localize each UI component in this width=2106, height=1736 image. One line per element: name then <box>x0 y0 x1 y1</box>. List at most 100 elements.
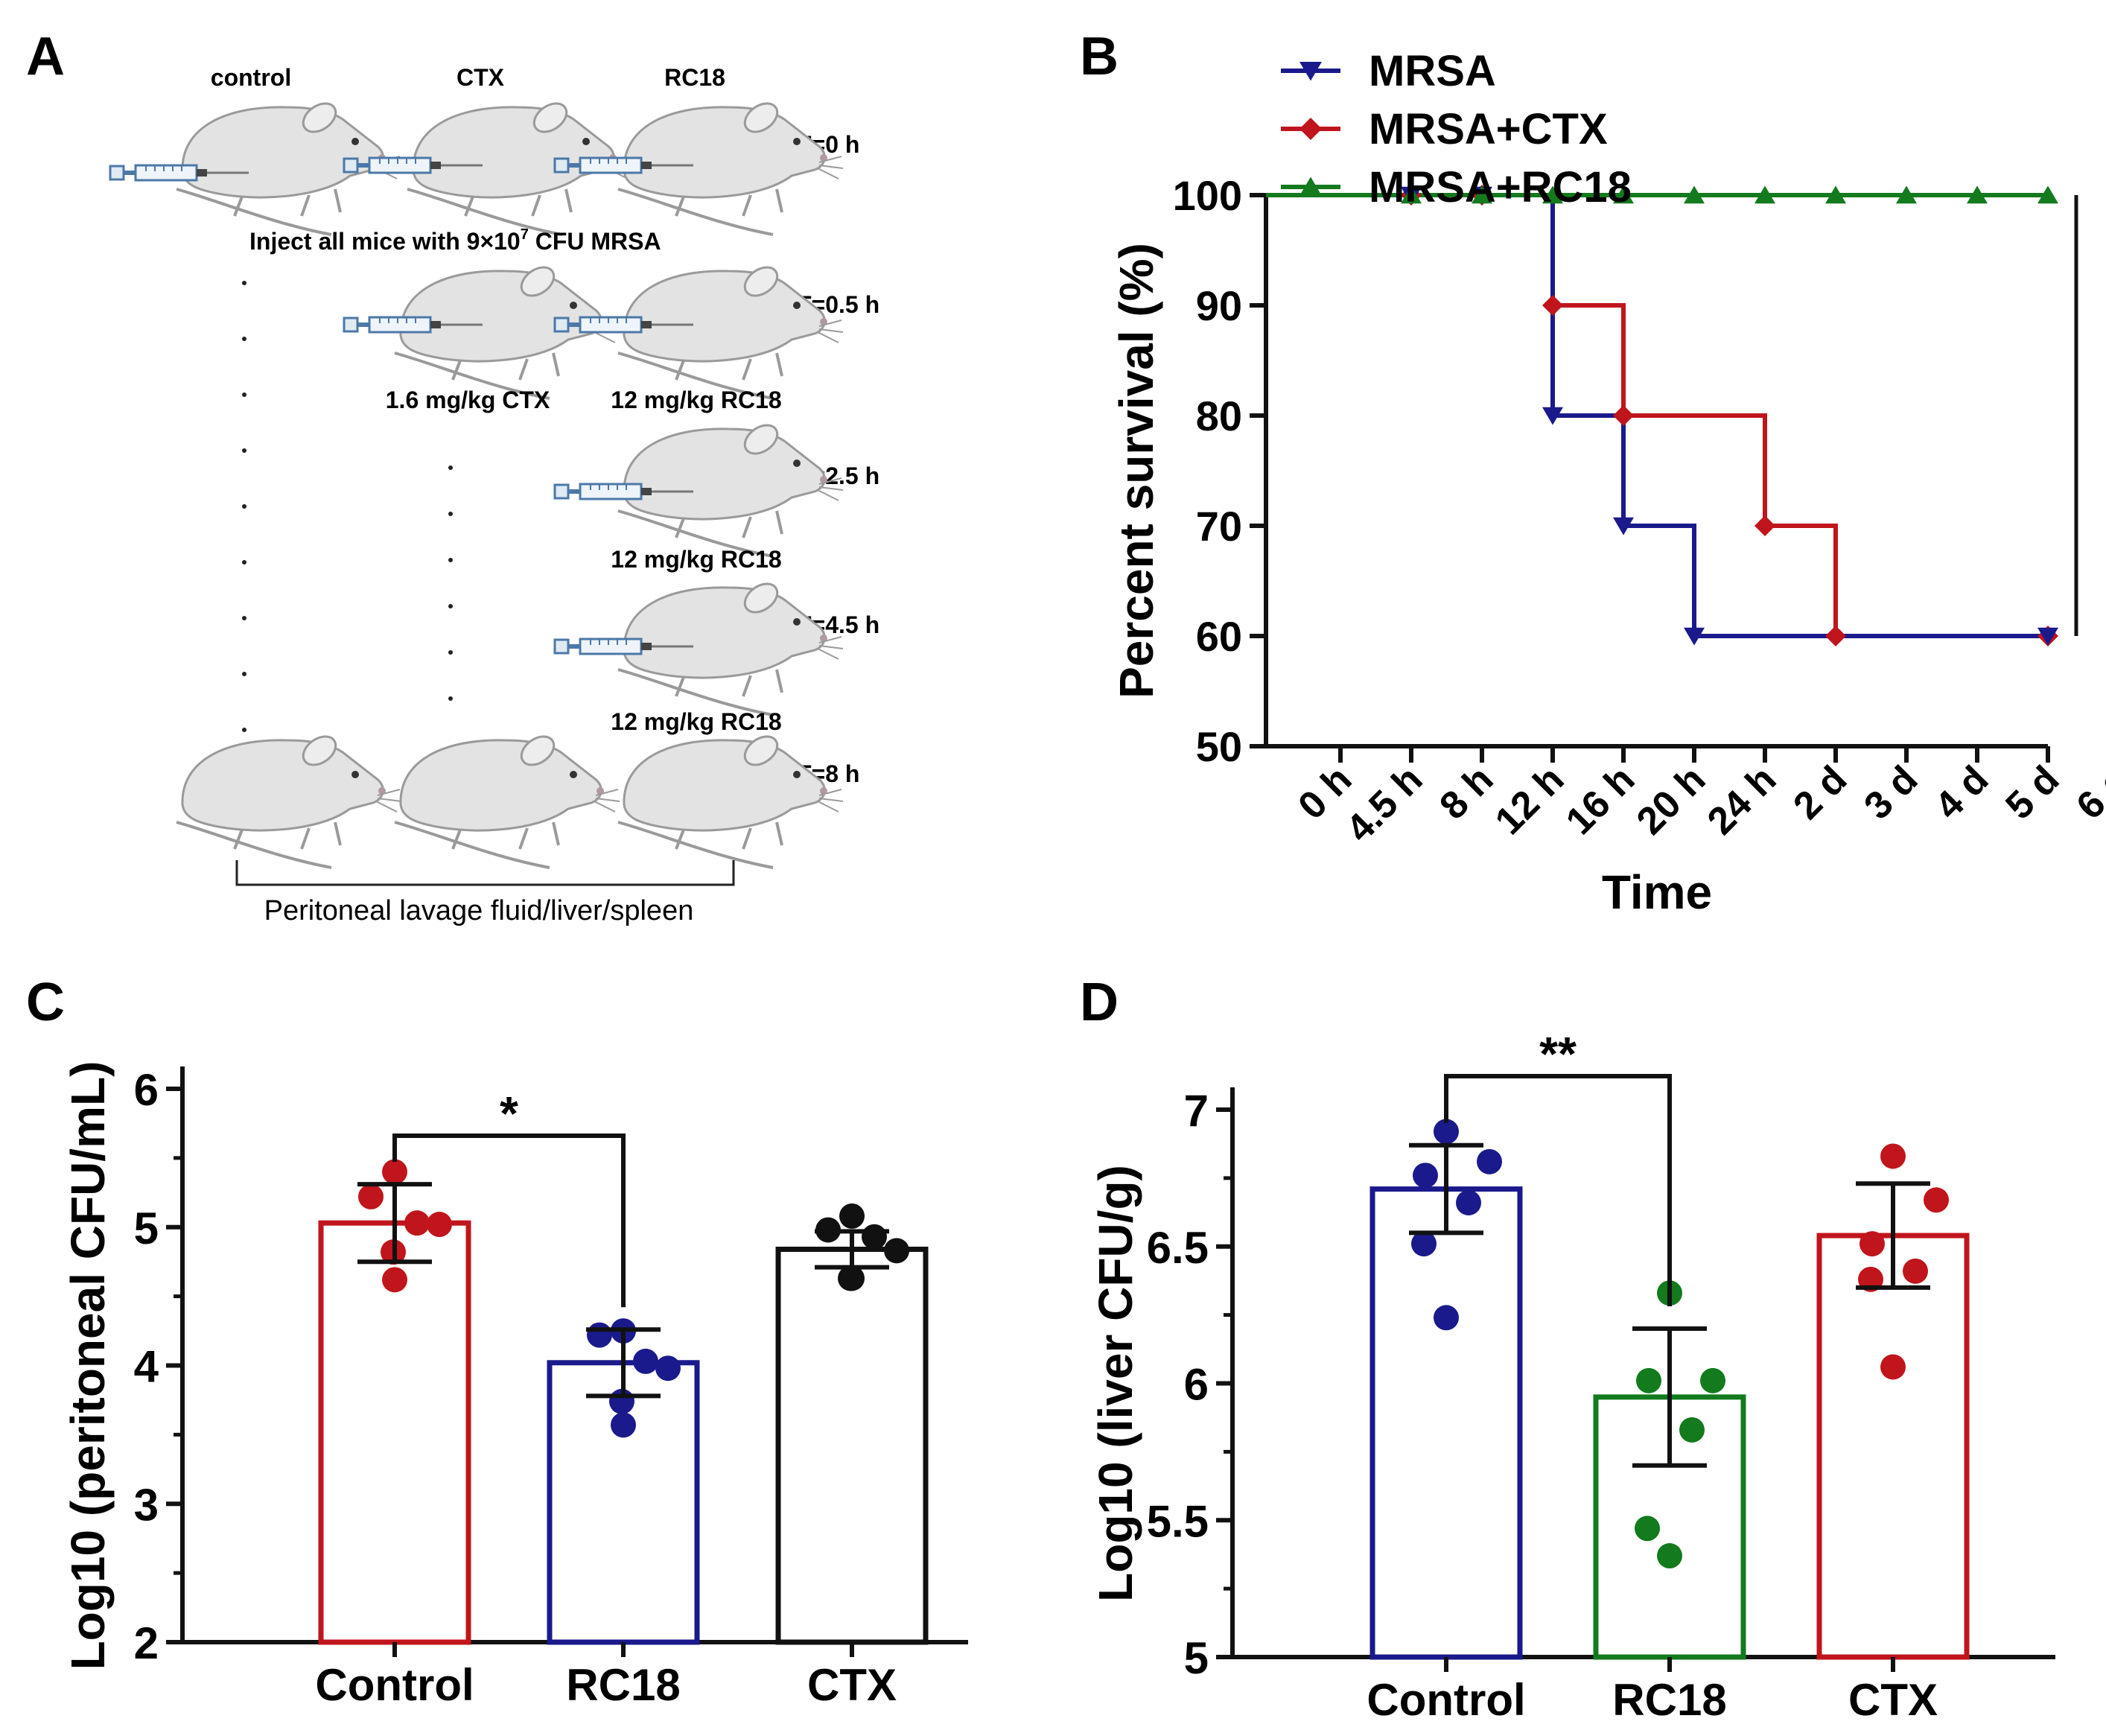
significance-label: ** <box>1539 1027 1577 1081</box>
x-tick-label: CTX <box>807 1660 897 1710</box>
x-tick-label: 5 d <box>1997 757 2067 827</box>
data-point-CTX <box>839 1203 865 1229</box>
mouse-rc18-8h <box>617 729 844 869</box>
dose-label-ctx: 1.6 mg/kg CTX <box>386 387 550 413</box>
data-point-Control <box>358 1183 384 1209</box>
panel-b-letter: B <box>1080 27 1119 86</box>
y-tick-label: 100 <box>1173 172 1242 219</box>
inject-note: Inject all mice with 9×107 CFU MRSA <box>249 226 661 255</box>
panel-c-letter: C <box>26 973 65 1032</box>
mouse-rc18-25h <box>617 418 844 558</box>
y-tick-label: 50 <box>1196 723 1242 770</box>
data-point-MRSA+CTX <box>1613 405 1634 426</box>
data-point-MRSA+RC18 <box>1684 185 1705 204</box>
data-point-RC18 <box>1700 1367 1725 1393</box>
column-label-rc18: RC18 <box>664 64 725 91</box>
bar-Control <box>1369 1186 1523 1660</box>
data-point-MRSA+RC18 <box>1472 185 1492 204</box>
legend-marker <box>1299 118 1322 140</box>
data-point-RC18 <box>1657 1543 1682 1569</box>
panel-d-letter: D <box>1080 973 1119 1032</box>
x-tick-label: RC18 <box>566 1660 680 1710</box>
data-point-Control <box>382 1267 407 1293</box>
data-point-Control <box>1434 1119 1459 1145</box>
data-point-MRSA+RC18 <box>2037 185 2058 204</box>
peritoneal-cfu-chart: 2 3 4 5 6 Log10 (peritoneal CFU/mL) Control RC1… <box>61 1061 968 1710</box>
data-point-CTX <box>862 1224 887 1250</box>
data-point-CTX <box>1880 1354 1906 1380</box>
data-point-MRSA <box>1542 407 1563 425</box>
data-point-MRSA <box>1613 517 1634 535</box>
significance-label: * <box>500 1087 518 1140</box>
data-point-Control <box>1411 1231 1437 1257</box>
harvest-label: Peritoneal lavage fluid/liver/spleen <box>264 895 694 926</box>
x-tick-label: Control <box>1367 1675 1525 1725</box>
y-tick-label: 6 <box>1184 1360 1209 1410</box>
x-tick-label: 3 d <box>1856 757 1926 827</box>
y-tick-label: 4 <box>134 1342 159 1392</box>
y-tick-label: 80 <box>1196 392 1242 439</box>
data-point-MRSA+RC18 <box>1896 185 1917 204</box>
dose-label-rc18-2: 12 mg/kg RC18 <box>611 546 781 573</box>
data-point-RC18 <box>587 1322 612 1348</box>
panel-d: D 5 5.5 6 6.5 7 Log10 (liver CFU/g) Control RC1… <box>1080 973 2055 1725</box>
y-tick-label: 6 <box>134 1065 159 1115</box>
data-point-Control <box>1413 1163 1438 1189</box>
x-tick-label: RC18 <box>1612 1675 1726 1725</box>
x-tick-label: 16 h <box>1558 757 1644 843</box>
y-tick-label: 90 <box>1196 282 1242 329</box>
significance-bracket <box>392 1134 626 1308</box>
data-point-RC18 <box>611 1412 636 1438</box>
axis-lines <box>180 1066 968 1644</box>
legend-label: MRSA <box>1369 47 1496 95</box>
data-point-MRSA+RC18 <box>1825 185 1846 204</box>
x-tick-label: 24 h <box>1699 757 1785 843</box>
data-point-CTX <box>1903 1258 1928 1284</box>
y-tick-label: 6.5 <box>1147 1223 1209 1273</box>
data-point-RC18 <box>633 1348 658 1374</box>
x-tick-label: Control <box>315 1660 474 1710</box>
x-tick-label: 2 d <box>1785 757 1855 827</box>
data-point-RC18 <box>1635 1516 1660 1542</box>
x-tick-label: 6 d <box>2068 757 2106 827</box>
significance-bracket <box>1444 1074 1672 1306</box>
y-tick-label: 5 <box>134 1204 159 1253</box>
data-point-CTX <box>839 1265 865 1291</box>
legend-label: MRSA+CTX <box>1369 105 1608 153</box>
y-tick-label: 3 <box>134 1480 159 1530</box>
x-axis-title: Time <box>1602 865 1712 919</box>
y-tick-label: 60 <box>1196 613 1242 660</box>
data-point-Control <box>404 1210 430 1236</box>
x-tick-label: 4.5 h <box>1338 757 1431 850</box>
axis-lines <box>1264 195 2048 748</box>
legend-marker <box>1299 177 1322 196</box>
harvest-bracket <box>235 860 735 886</box>
data-point-MRSA+RC18 <box>1542 185 1563 204</box>
significance-label: ** <box>2090 401 2106 430</box>
mouse-control-8h <box>175 729 403 869</box>
data-point-MRSA <box>2037 627 2058 646</box>
data-point-Control <box>382 1159 407 1185</box>
data-point-MRSA+CTX <box>1825 626 1846 646</box>
data-point-Control <box>1477 1148 1502 1174</box>
y-axis-title: Percent survival (%) <box>1110 243 1163 699</box>
dose-label-rc18-3: 12 mg/kg RC18 <box>611 708 781 735</box>
y-tick-label: 5 <box>1184 1633 1209 1683</box>
data-point-CTX <box>1880 1143 1906 1169</box>
data-point-CTX <box>1860 1231 1885 1257</box>
data-point-Control <box>427 1212 452 1238</box>
mouse-ctx-8h <box>393 729 621 869</box>
bar-CTX <box>1816 1233 1970 1660</box>
y-tick-label: 7 <box>1184 1086 1209 1136</box>
data-point-CTX <box>1924 1187 1949 1213</box>
data-point-MRSA+RC18 <box>1967 185 1988 204</box>
data-point-MRSA+RC18 <box>1755 185 1775 204</box>
data-point-MRSA+CTX <box>1755 515 1775 536</box>
panel-a: A control CTX RC18 T=0 h T=0.5 h T=2.5 h… <box>26 27 879 926</box>
series-line-MRSA+CTX <box>1266 193 2048 638</box>
data-point-MRSA <box>1684 627 1705 646</box>
liver-cfu-chart: 5 5.5 6 6.5 7 Log10 (liver CFU/g) Control RC18 C… <box>1089 1027 2055 1725</box>
data-point-Control <box>1434 1305 1459 1331</box>
